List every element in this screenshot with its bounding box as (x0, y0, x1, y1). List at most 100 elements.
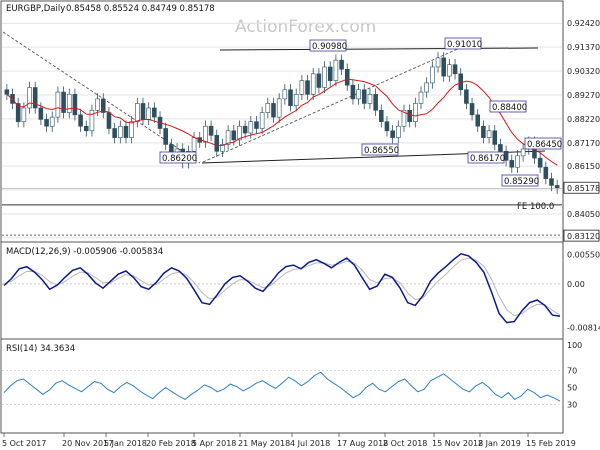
candle-body (152, 107, 157, 118)
candle-body (27, 87, 32, 109)
candle-body (554, 185, 560, 189)
rsi-line (3, 371, 561, 402)
candle-body (231, 130, 237, 141)
candle-body (486, 130, 492, 138)
candle-body (435, 57, 441, 68)
candle-body (135, 103, 140, 122)
annotation-box (489, 100, 527, 113)
candle-body (378, 109, 384, 122)
candle-body (254, 121, 259, 129)
candle-body (259, 112, 265, 129)
candle-body (163, 128, 168, 145)
candle-body (310, 73, 316, 95)
price-y-tick-label: 0.86150 (567, 162, 600, 171)
rsi-y-tick-label: 50 (567, 384, 577, 393)
price-y-tick-label: 0.84050 (567, 210, 600, 219)
annotation-label: 0.88400 (492, 103, 527, 113)
candle-body (146, 107, 151, 120)
lower-target-tag (563, 229, 600, 242)
candle-body (237, 125, 242, 141)
fe-label: FE 100.0 (517, 202, 554, 212)
resistance-line (219, 47, 539, 51)
candle-body (452, 64, 458, 75)
candle-body (339, 59, 344, 70)
candle-body (265, 103, 271, 113)
rsi-plot: 100 70 50 30 (2, 341, 582, 410)
x-tick-label: 2 Oct 2018 (383, 439, 427, 448)
candle-body (140, 103, 146, 120)
candle-body (112, 128, 117, 138)
rsi-panel-frame (0, 338, 564, 434)
candle-body (38, 107, 44, 120)
rsi-y-tick-label: 70 (567, 367, 577, 376)
price-y-tick-label: 0.89270 (567, 91, 600, 100)
candle-body (49, 116, 55, 127)
dashed-trendline-right (202, 46, 463, 163)
candle-body (203, 125, 208, 143)
candle-body (537, 157, 543, 168)
price-y-tick-label: 0.88220 (567, 115, 600, 124)
price-y-tick-label: 0.90320 (567, 67, 600, 76)
annotation-box (309, 39, 347, 52)
candle-body (293, 94, 299, 107)
candle-body (481, 125, 486, 138)
annotation-box (361, 143, 399, 156)
annotation-box (524, 137, 562, 150)
candle-body (208, 125, 214, 136)
annotation-label: 0.86200 (162, 154, 197, 164)
candle-body (469, 103, 475, 116)
candle-body (214, 135, 220, 152)
candle-body (327, 66, 333, 81)
candle-body (129, 121, 134, 138)
rsi-y-tick-label: 30 (567, 401, 577, 410)
candle-body (89, 109, 95, 132)
candle-body (78, 114, 83, 127)
candle-body (333, 59, 339, 81)
annotation-label: 0.86450 (527, 140, 562, 150)
candle-body (44, 119, 49, 127)
macd-y-tick-label: 0.005509 (567, 250, 600, 259)
candle-body (288, 89, 293, 107)
candle-body (191, 137, 197, 152)
candle-body (242, 125, 248, 134)
candle-body (390, 130, 395, 138)
candle-body (543, 166, 549, 179)
candle-body (123, 125, 129, 138)
macd-signal-line (3, 257, 561, 317)
x-tick-label: 20 Feb 2018 (146, 439, 196, 448)
candle-body (361, 89, 367, 104)
candle-body (15, 103, 21, 122)
candle-body (413, 103, 418, 122)
x-tick-label: 15 Nov 2018 (432, 439, 483, 448)
candle-body (441, 57, 446, 77)
candle-body (21, 107, 27, 122)
ma-line (6, 78, 558, 166)
candle-body (458, 73, 464, 91)
candle-body (373, 94, 378, 111)
annotation-label: 0.86170 (470, 154, 505, 164)
candle-body (322, 66, 327, 88)
candle-body (271, 103, 276, 118)
candle-body (66, 94, 72, 113)
candle-body (418, 91, 424, 104)
x-tick-label: 4 Jul 2018 (290, 439, 330, 448)
x-tick-label: 5 Apr 2018 (192, 439, 236, 448)
price-y-tick-label: 0.92420 (567, 19, 600, 28)
candle-body (509, 160, 515, 168)
candle-body (220, 144, 225, 152)
candle-body (276, 98, 282, 118)
x-tick-label: 21 May 2018 (238, 439, 290, 448)
candle-body (282, 89, 288, 100)
macd-plot: 0.005509 0.00 -0.008145 (2, 250, 600, 333)
x-tick-label: 20 Nov 2017 (62, 439, 113, 448)
candle-body (248, 121, 254, 134)
price-moving-average (6, 78, 558, 166)
candle-body (424, 82, 429, 93)
current-price-text: 0.85178 (567, 184, 600, 193)
candle-body (384, 121, 390, 132)
annotation-label: 0.91010 (447, 40, 482, 50)
rsi-header: RSI(14) 34.3634 (6, 344, 75, 354)
candle-body (305, 80, 310, 95)
